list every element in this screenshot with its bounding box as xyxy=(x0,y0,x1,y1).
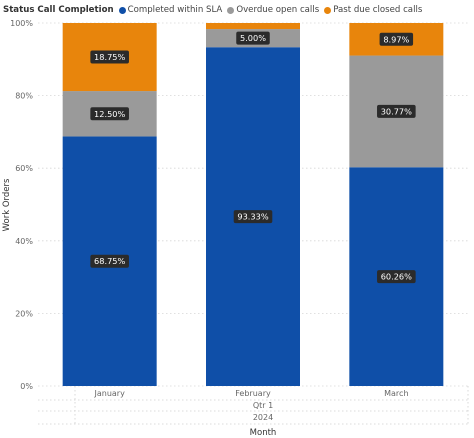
legend-title: Status Call Completion xyxy=(3,5,114,15)
x-axis-title: Month xyxy=(250,428,277,438)
data-label-box xyxy=(90,50,129,64)
chart-legend: Status Call Completion Completed within … xyxy=(3,3,427,17)
legend-item-completed[interactable]: Completed within SLA xyxy=(118,5,223,15)
y-tick-label: 0% xyxy=(20,382,33,391)
y-tick-label: 100% xyxy=(10,19,33,28)
x-year-label: 2024 xyxy=(253,413,273,422)
legend-label-pastdue: Past due closed calls xyxy=(333,5,423,15)
data-label: 30.77% xyxy=(381,106,412,116)
data-label: 8.97% xyxy=(383,34,409,44)
x-tick-label: March xyxy=(384,389,408,398)
x-tick-label: January xyxy=(94,389,126,398)
data-label-box xyxy=(377,104,416,118)
data-label: 12.50% xyxy=(94,109,125,119)
legend-marker-pastdue xyxy=(324,6,332,14)
legend-label-overdue: Overdue open calls xyxy=(236,5,320,15)
y-tick-label: 80% xyxy=(15,92,33,101)
data-label-box xyxy=(233,210,273,224)
data-label: 5.00% xyxy=(240,33,266,43)
x-quarter-label: Qtr 1 xyxy=(253,401,273,410)
legend-label-completed: Completed within SLA xyxy=(127,5,223,15)
legend-item-overdue[interactable]: Overdue open calls xyxy=(227,5,319,15)
data-label-box xyxy=(236,31,270,45)
y-tick-label: 20% xyxy=(15,309,33,318)
data-label-box xyxy=(377,270,416,284)
x-tick-label: February xyxy=(235,389,271,398)
data-label: 68.75% xyxy=(94,256,125,266)
legend-marker-completed xyxy=(118,6,126,14)
y-axis-title: Work Orders xyxy=(2,178,12,231)
data-label-box xyxy=(379,32,414,46)
data-label-box xyxy=(90,254,129,268)
data-label: 18.75% xyxy=(94,52,125,62)
bar-segment xyxy=(206,23,300,30)
y-tick-label: 60% xyxy=(15,164,33,173)
data-label: 93.33% xyxy=(237,212,268,222)
legend-marker-overdue xyxy=(227,6,235,14)
y-tick-label: 40% xyxy=(15,237,33,246)
data-label: 60.26% xyxy=(381,272,412,282)
data-label-box xyxy=(90,107,129,121)
legend-item-pastdue[interactable]: Past due closed calls xyxy=(324,5,422,15)
